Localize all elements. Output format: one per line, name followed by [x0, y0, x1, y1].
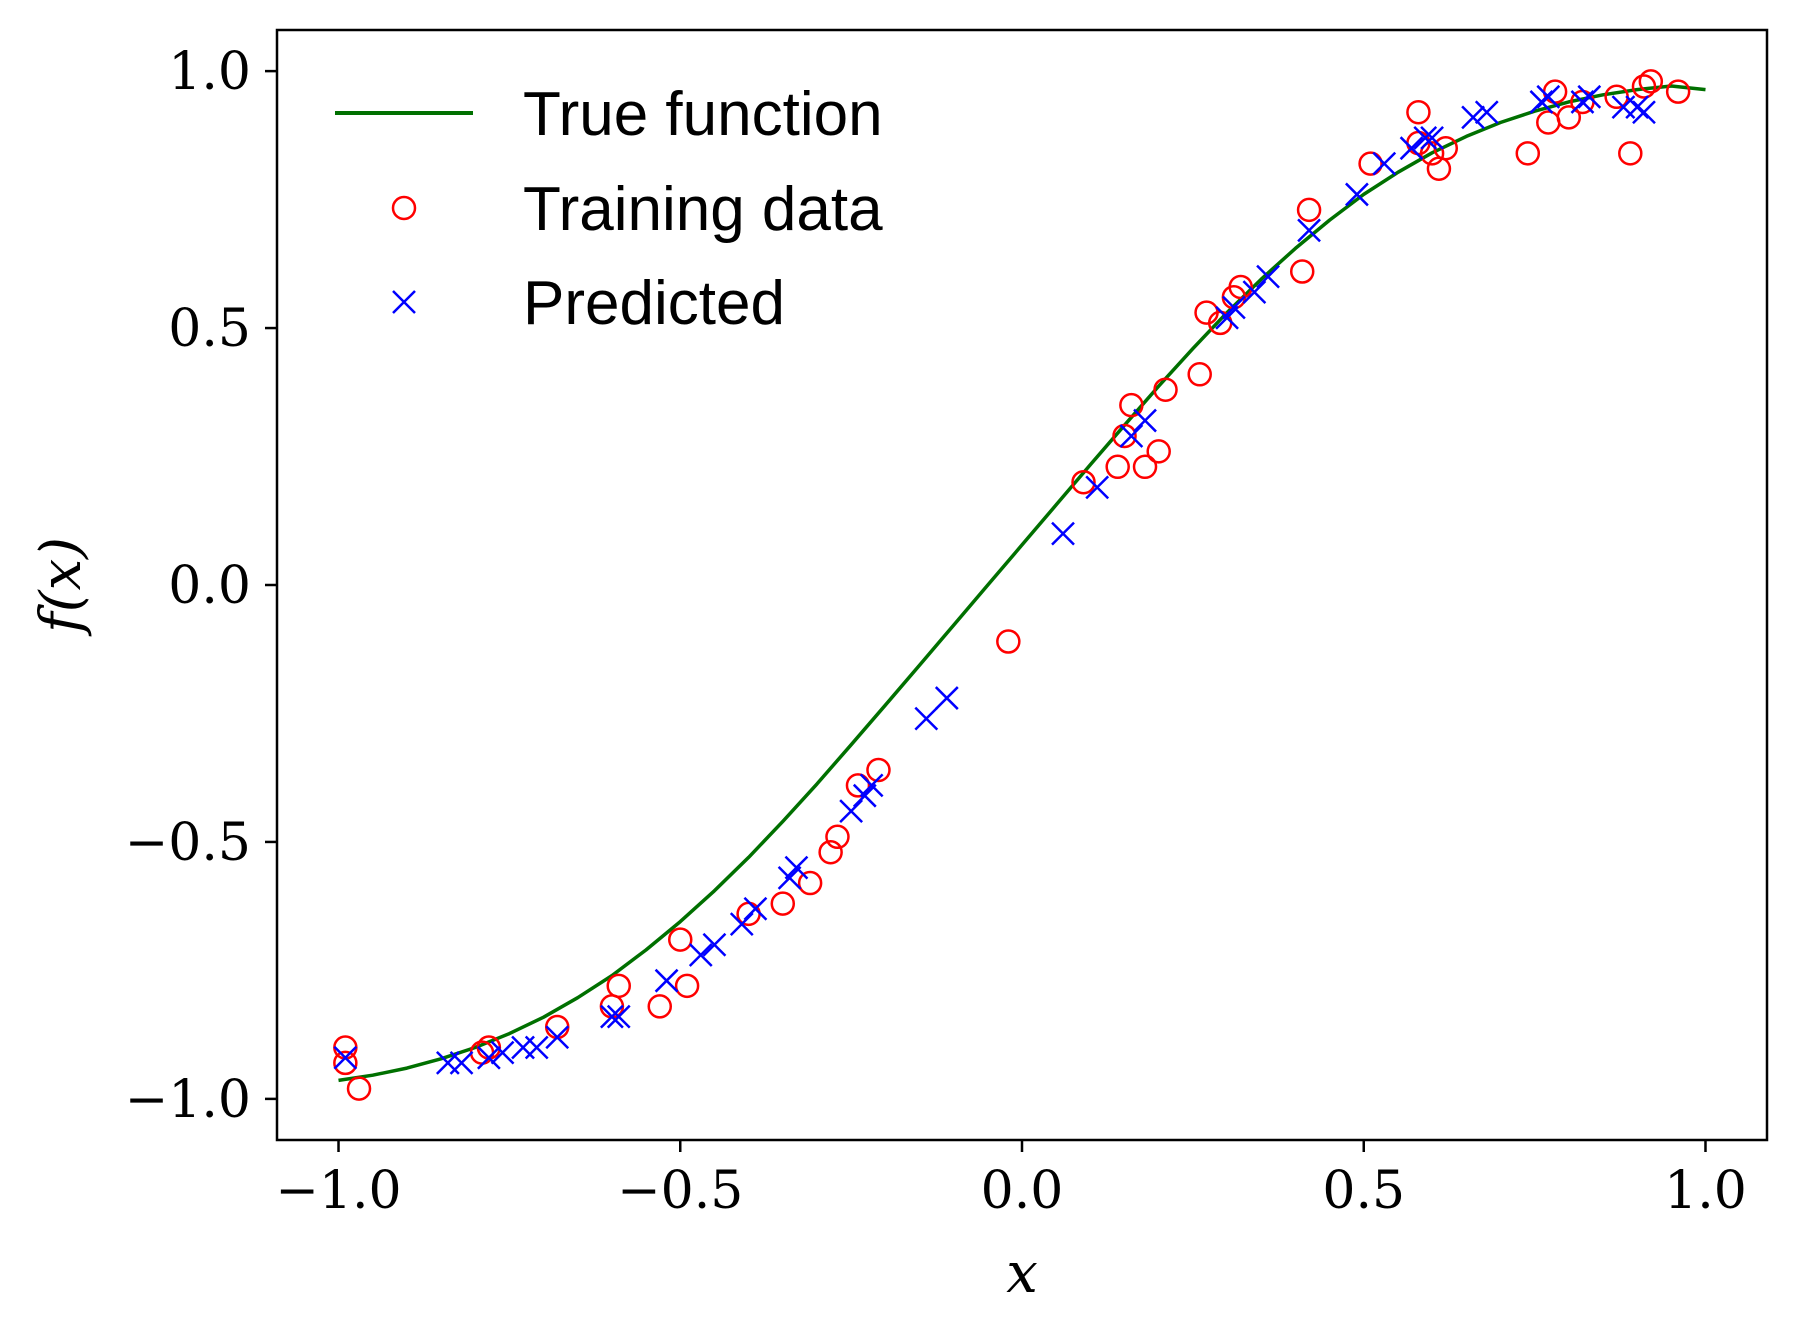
- training-data-point: [1358, 151, 1383, 176]
- predicted-point: [1085, 475, 1110, 500]
- x-axis-label: x: [1006, 1241, 1038, 1306]
- predicted-point: [1413, 126, 1438, 150]
- y-tick-label: 0.0: [168, 556, 251, 616]
- training-data-point: [1153, 377, 1178, 402]
- training-data-point: [1289, 259, 1315, 284]
- training-data-point: [797, 870, 823, 896]
- y-tick-label: 0.5: [168, 299, 251, 359]
- training-data-point: [674, 973, 700, 999]
- predicted-point: [1632, 100, 1656, 125]
- predicted-point: [934, 686, 959, 710]
- training-data-point: [346, 1076, 372, 1101]
- training-data-point: [1618, 141, 1643, 166]
- plot-frame: [275, 28, 1769, 1142]
- y-tick-label: −1.0: [125, 1070, 251, 1130]
- predicted-point: [1372, 151, 1397, 176]
- training-data-point: [1556, 105, 1582, 130]
- training-data-point: [606, 973, 631, 999]
- predicted-point: [1577, 84, 1602, 109]
- training-data-point: [770, 891, 796, 916]
- training-data-point: [333, 1050, 358, 1076]
- predicted-point: [1051, 521, 1075, 546]
- training-data-point: [866, 757, 891, 783]
- training-data-point-legend-swatch: [391, 195, 417, 221]
- training-data-point: [818, 839, 843, 865]
- predicted-point: [600, 1004, 624, 1029]
- x-tick-label: −0.5: [617, 1161, 743, 1221]
- predicted-point: [1133, 408, 1157, 433]
- axis-ticks: −1.0 −0.5 0.0 0.5 1.0 −1.0 −0.5 0.0 0.5 1.0: [125, 42, 1747, 1221]
- y-tick-label: −0.5: [125, 813, 251, 873]
- training-data-point: [1406, 99, 1431, 125]
- legend-label: Training data: [523, 175, 883, 244]
- training-data-point: [1119, 392, 1144, 418]
- predicted-point: [1474, 100, 1499, 125]
- predicted-point: [524, 1035, 549, 1060]
- plot-area: [333, 69, 1706, 1101]
- training-data-point: [825, 824, 850, 850]
- predicted-point: [545, 1025, 570, 1050]
- x-tick-label: −1.0: [275, 1161, 401, 1221]
- predicted-point: [1461, 105, 1485, 130]
- training-data-point: [1515, 141, 1541, 166]
- predicted-point: [1399, 136, 1424, 161]
- y-axis-label: f(x): [29, 537, 94, 637]
- predicted-point: [1221, 295, 1246, 320]
- legend-label: True function: [523, 80, 883, 149]
- predicted-point: [743, 896, 768, 921]
- training-data-point: [1296, 197, 1322, 223]
- training-data-point: [1419, 141, 1445, 166]
- predicted-point-legend-swatch: [392, 290, 416, 314]
- training-data-point: [1187, 362, 1212, 387]
- training-data-point: [647, 994, 673, 1019]
- x-tick-label: 0.5: [1322, 1161, 1405, 1221]
- training-data-point: [845, 773, 871, 798]
- true-function-line: [338, 84, 1706, 1083]
- predicted-point: [777, 866, 802, 890]
- training-data-point: [1146, 439, 1171, 464]
- predicted-point: [859, 773, 884, 798]
- x-tick-label: 0.0: [981, 1161, 1064, 1221]
- training-data-point: [1638, 69, 1664, 94]
- predicted-point: [688, 943, 713, 967]
- predicted-point: [1536, 84, 1561, 109]
- training-data-point: [544, 1014, 570, 1040]
- training-data-point: [1071, 469, 1096, 495]
- legend-label: Predicted: [523, 269, 785, 338]
- training-data-point: [1105, 454, 1130, 480]
- predicted-point: [606, 1004, 631, 1029]
- training-data-point: [1132, 454, 1158, 480]
- predicted-point: [914, 706, 939, 731]
- training-data-point: [1112, 423, 1137, 449]
- training-data-point: [668, 927, 693, 952]
- predicted-point: [1420, 126, 1444, 150]
- x-tick-label: 1.0: [1664, 1161, 1747, 1221]
- training-data-point: [996, 629, 1021, 654]
- y-tick-label: 1.0: [168, 42, 251, 102]
- training-data-point: [1631, 74, 1657, 99]
- predicted-point: [333, 1045, 358, 1070]
- training-data-point: [1536, 110, 1561, 135]
- predicted-point: [852, 783, 877, 808]
- predicted-point: [654, 968, 679, 993]
- predicted-point: [1297, 218, 1321, 243]
- predicted-point: [476, 1045, 501, 1070]
- legend: True function Training data Predicted: [335, 80, 883, 338]
- predicted-point: [1345, 182, 1369, 207]
- predicted-point: [449, 1051, 474, 1075]
- predicted-point: [1256, 264, 1280, 289]
- predicted-point: [490, 1040, 515, 1065]
- training-data-point: [1228, 274, 1253, 300]
- training-data-point: [1665, 79, 1691, 104]
- predicted-point: [784, 855, 809, 880]
- predicted-point: [1215, 305, 1239, 330]
- predicted-point: [702, 932, 727, 957]
